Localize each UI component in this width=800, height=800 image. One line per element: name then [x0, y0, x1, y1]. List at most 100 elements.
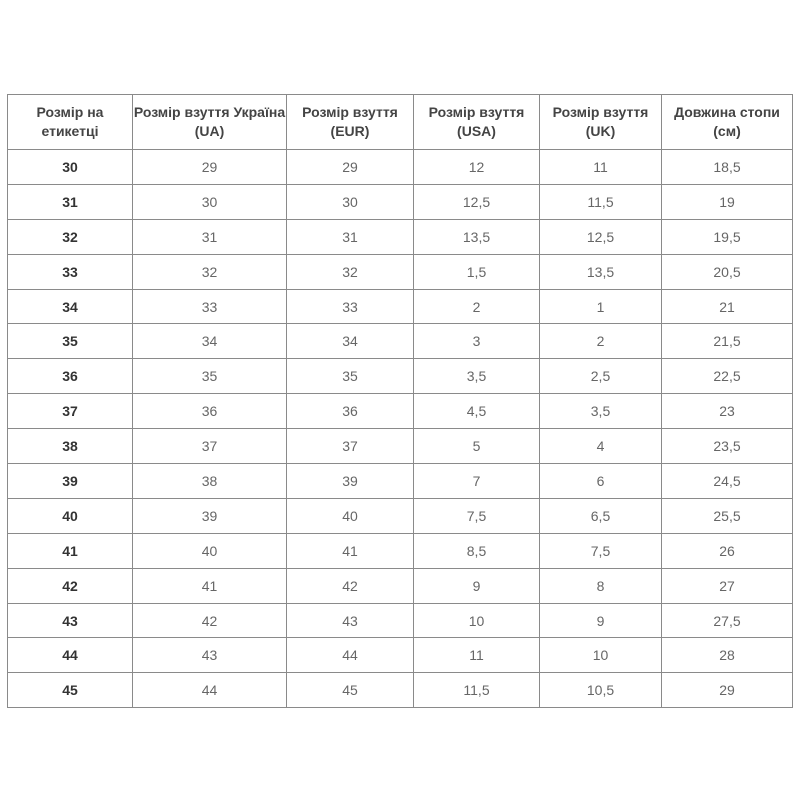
column-header: Розмір на етикетці — [7, 94, 133, 150]
table-cell: 29 — [661, 672, 793, 709]
table-cell: 36 — [7, 358, 133, 395]
table-row: 30 29 29 12 11 18,5 — [7, 149, 793, 185]
table-cell: 32 — [132, 253, 287, 290]
table-cell: 33 — [7, 253, 133, 290]
table-cell: 7,5 — [413, 497, 540, 534]
table-row: 33 32 32 1,5 13,5 20,5 — [7, 253, 793, 290]
table-cell: 3 — [413, 323, 540, 360]
table-cell: 1,5 — [413, 253, 540, 290]
table-cell: 41 — [7, 532, 133, 569]
header-row: Розмір на етикетці Розмір взуття Україна … — [7, 94, 793, 150]
table-row: 42 41 42 9 8 27 — [7, 567, 793, 604]
size-chart-table: Розмір на етикетці Розмір взуття Україна … — [7, 94, 793, 709]
table-cell: 34 — [286, 323, 414, 360]
table-row: 43 42 43 10 9 27,5 — [7, 602, 793, 639]
table-cell: 4,5 — [413, 393, 540, 430]
table-cell: 40 — [286, 497, 414, 534]
table-cell: 43 — [132, 637, 287, 674]
table-cell: 33 — [132, 288, 287, 325]
column-header: Розмір взуття (USA) — [413, 94, 540, 150]
table-cell: 32 — [286, 253, 414, 290]
table-cell: 43 — [7, 602, 133, 639]
table-cell: 31 — [7, 183, 133, 220]
table-cell: 11 — [413, 637, 540, 674]
table-cell: 2 — [539, 323, 662, 360]
table-cell: 26 — [661, 532, 793, 569]
table-cell: 30 — [286, 183, 414, 220]
table-cell: 44 — [132, 672, 287, 709]
table-row: 41 40 41 8,5 7,5 26 — [7, 532, 793, 569]
table-cell: 4 — [539, 428, 662, 465]
table-row: 32 31 31 13,5 12,5 19,5 — [7, 218, 793, 255]
table-cell: 10,5 — [539, 672, 662, 709]
table-row: 37 36 36 4,5 3,5 23 — [7, 393, 793, 430]
table-cell: 25,5 — [661, 497, 793, 534]
table-row: 44 43 44 11 10 28 — [7, 637, 793, 674]
table-row: 34 33 33 2 1 21 — [7, 288, 793, 325]
table-cell: 21 — [661, 288, 793, 325]
table-cell: 39 — [7, 463, 133, 499]
table-cell: 13,5 — [413, 218, 540, 255]
table-row: 40 39 40 7,5 6,5 25,5 — [7, 497, 793, 534]
table-cell: 18,5 — [661, 149, 793, 185]
column-header: Розмір взуття Україна (UA) — [132, 94, 287, 150]
table-cell: 35 — [286, 358, 414, 395]
table-cell: 13,5 — [539, 253, 662, 290]
table-cell: 12,5 — [413, 183, 540, 220]
table-cell: 3,5 — [413, 358, 540, 395]
table-cell: 7,5 — [539, 532, 662, 569]
table-cell: 38 — [132, 463, 287, 499]
table-cell: 12,5 — [539, 218, 662, 255]
table-cell: 29 — [132, 149, 287, 185]
table-cell: 30 — [7, 149, 133, 185]
table-cell: 39 — [286, 463, 414, 499]
table-cell: 34 — [132, 323, 287, 360]
table-cell: 2 — [413, 288, 540, 325]
table-cell: 10 — [413, 602, 540, 639]
table-cell: 27,5 — [661, 602, 793, 639]
table-cell: 42 — [132, 602, 287, 639]
table-cell: 8 — [539, 567, 662, 604]
table-cell: 37 — [7, 393, 133, 430]
column-header: Довжина стопи (см) — [661, 94, 793, 150]
table-cell: 9 — [413, 567, 540, 604]
table-cell: 28 — [661, 637, 793, 674]
table-cell: 10 — [539, 637, 662, 674]
table-cell: 41 — [132, 567, 287, 604]
table-cell: 11 — [539, 149, 662, 185]
table-cell: 44 — [7, 637, 133, 674]
table-cell: 35 — [7, 323, 133, 360]
table-cell: 19,5 — [661, 218, 793, 255]
table-cell: 21,5 — [661, 323, 793, 360]
table-cell: 11,5 — [539, 183, 662, 220]
table-cell: 33 — [286, 288, 414, 325]
column-header: Розмір взуття (UK) — [539, 94, 662, 150]
table-cell: 29 — [286, 149, 414, 185]
table-cell: 3,5 — [539, 393, 662, 430]
table-cell: 36 — [286, 393, 414, 430]
table-row: 36 35 35 3,5 2,5 22,5 — [7, 358, 793, 395]
table-row: 39 38 39 7 6 24,5 — [7, 463, 793, 499]
column-header: Розмір взуття (EUR) — [286, 94, 414, 150]
table-cell: 1 — [539, 288, 662, 325]
table-row: 35 34 34 3 2 21,5 — [7, 323, 793, 360]
table-cell: 32 — [7, 218, 133, 255]
table-cell: 9 — [539, 602, 662, 639]
table-cell: 11,5 — [413, 672, 540, 709]
table-cell: 42 — [286, 567, 414, 604]
table-row: 38 37 37 5 4 23,5 — [7, 428, 793, 465]
table-cell: 8,5 — [413, 532, 540, 569]
table-cell: 42 — [7, 567, 133, 604]
table-cell: 40 — [7, 497, 133, 534]
table-cell: 2,5 — [539, 358, 662, 395]
table-cell: 7 — [413, 463, 540, 499]
table-cell: 19 — [661, 183, 793, 220]
table-cell: 44 — [286, 637, 414, 674]
table-cell: 23 — [661, 393, 793, 430]
table-cell: 35 — [132, 358, 287, 395]
table-cell: 27 — [661, 567, 793, 604]
table-cell: 34 — [7, 288, 133, 325]
table-cell: 24,5 — [661, 463, 793, 499]
table-cell: 40 — [132, 532, 287, 569]
table-cell: 23,5 — [661, 428, 793, 465]
